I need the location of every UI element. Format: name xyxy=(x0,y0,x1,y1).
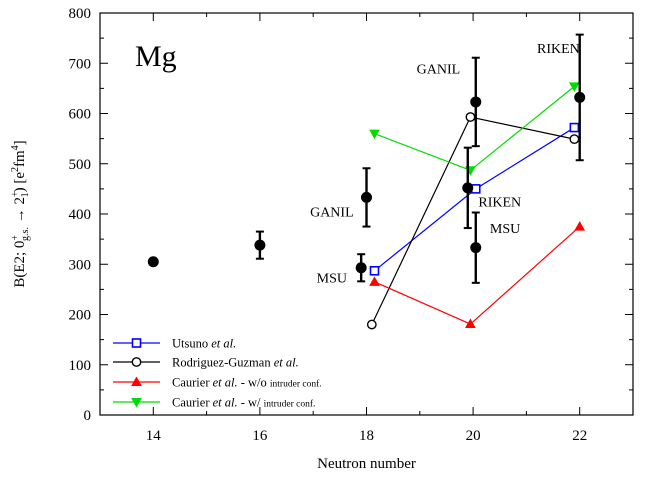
legend-entry: Caurier et al. - w/ intruder conf. xyxy=(113,396,315,410)
y-tick-label: 800 xyxy=(69,6,92,22)
annotation-label: RIKEN xyxy=(478,195,521,210)
y-title-sup: 2 xyxy=(10,167,21,172)
y-title-main: B(E2; 0 xyxy=(12,241,28,288)
legend-name: Caurier xyxy=(172,376,213,390)
data-point xyxy=(369,129,380,140)
legend-small-text: intruder conf. xyxy=(264,399,316,410)
series-group xyxy=(366,112,580,330)
y-title-units: ) [e xyxy=(12,172,28,193)
y-tick-label: 0 xyxy=(84,408,92,424)
x-tick-label: 20 xyxy=(466,428,481,444)
annotation-label: MSU xyxy=(317,271,347,286)
y-title-sup: + xyxy=(10,235,21,241)
y-tick-label: 700 xyxy=(69,56,92,72)
data-point xyxy=(366,319,377,330)
legend-name: Utsuno xyxy=(172,337,211,351)
legend-name: Caurier xyxy=(172,396,213,410)
legend: Utsuno et al.Rodriguez-Guzman et al.Caur… xyxy=(113,337,322,410)
experimental-point xyxy=(462,146,474,230)
y-tick-label: 200 xyxy=(69,308,92,324)
data-point xyxy=(131,338,142,348)
legend-entry: Utsuno et al. xyxy=(113,337,236,351)
y-tick-label: 600 xyxy=(69,107,92,123)
annotation-label: RIKEN xyxy=(537,42,580,57)
legend-suffix: - w/ xyxy=(238,396,264,410)
legend-label: Rodriguez-Guzman et al. xyxy=(172,356,299,370)
legend-name-italic: et al. xyxy=(211,337,236,351)
legend-name-italic: et al. xyxy=(213,396,238,410)
data-point xyxy=(574,91,586,103)
legend-name-italic: et al. xyxy=(274,356,299,370)
experimental-point xyxy=(470,211,482,284)
data-point xyxy=(470,242,482,254)
data-point xyxy=(462,182,474,194)
legend-entry: Rodriguez-Guzman et al. xyxy=(113,356,299,370)
legend-label: Caurier et al. - w/o intruder conf. xyxy=(172,376,322,390)
data-point xyxy=(574,221,586,231)
experimental-point xyxy=(361,167,372,228)
y-title-sub: g.s. xyxy=(20,227,31,241)
y-tick-label: 400 xyxy=(69,207,92,223)
data-point xyxy=(470,96,482,108)
x-tick-label: 18 xyxy=(359,428,374,444)
series-group xyxy=(369,221,586,329)
series-group xyxy=(369,122,580,276)
data-point xyxy=(254,239,266,251)
data-point xyxy=(369,265,380,276)
data-point xyxy=(569,134,580,145)
y-axis-title: B(E2; 0+g.s. → 2+1) [e2fm4] xyxy=(10,140,31,287)
y-title-sup: + xyxy=(10,191,21,197)
y-title-arrow: → 2 xyxy=(12,197,28,227)
axes: 14 16 18 20 220100200300400500600700800Neutr… xyxy=(10,6,634,472)
y-title-units: fm xyxy=(12,150,28,167)
x-tick-label: 22 xyxy=(572,428,587,444)
experimental-point xyxy=(574,33,586,162)
y-tick-label: 500 xyxy=(69,157,92,173)
data-point xyxy=(131,398,142,408)
experimental-point xyxy=(147,256,159,268)
data-point xyxy=(369,276,380,286)
legend-label: Caurier et al. - w/ intruder conf. xyxy=(172,396,315,410)
legend-name-italic: et al. xyxy=(213,376,238,390)
data-point xyxy=(131,376,142,386)
x-tick-label: 16 xyxy=(252,428,268,444)
data-point xyxy=(361,191,372,203)
legend-name: Rodriguez-Guzman xyxy=(172,356,274,370)
y-title-units: ] xyxy=(12,140,28,145)
panel-label: Mg xyxy=(135,40,177,73)
data-point xyxy=(465,112,476,122)
x-axis-title: Neutron number xyxy=(317,456,416,472)
annotation-label: GANIL xyxy=(417,62,461,77)
legend-label: Utsuno et al. xyxy=(172,337,236,351)
data-point xyxy=(569,82,580,92)
y-title-sup: 4 xyxy=(10,145,21,150)
experimental-point xyxy=(470,56,482,148)
y-title-sub: 1 xyxy=(20,192,31,197)
data-point xyxy=(569,122,580,133)
data-point xyxy=(147,256,159,268)
experimental-point xyxy=(355,253,367,283)
data-point xyxy=(131,357,142,367)
x-tick-label: 14 xyxy=(146,428,162,444)
annotation-label: GANIL xyxy=(310,206,354,221)
legend-small-text: intruder conf. xyxy=(270,379,322,390)
annotation-label: MSU xyxy=(490,222,520,237)
legend-entry: Caurier et al. - w/o intruder conf. xyxy=(113,376,322,390)
data-point xyxy=(465,318,476,329)
y-tick-label: 100 xyxy=(69,358,92,374)
plot-area: Mg GANIL MSU GANIL RIKEN MSU RIKEN xyxy=(135,33,586,330)
data-point xyxy=(355,262,367,274)
experimental-point xyxy=(254,230,266,260)
legend-suffix: - w/o xyxy=(238,376,270,390)
y-tick-label: 300 xyxy=(69,257,92,273)
